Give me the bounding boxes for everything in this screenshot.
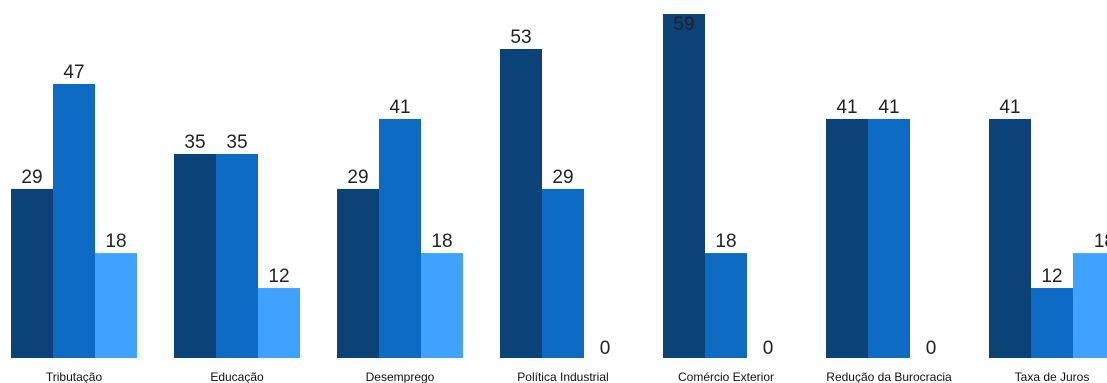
value-label-4-series-2: 29 (552, 167, 573, 188)
value-label-7-series-1: 41 (999, 97, 1020, 118)
value-label-3-series-3: 18 (431, 231, 452, 252)
value-label-4-series-1: 53 (510, 27, 531, 48)
bar-4-series-2 (542, 188, 584, 358)
bar-2-series-1 (174, 153, 216, 358)
bar-5-series-1 (663, 14, 705, 359)
bar-2-series-3 (258, 288, 300, 358)
category-labels-layer: Tributação Educação Desemprego Política Ind… (46, 370, 1089, 383)
bar-6-series-1 (826, 118, 868, 358)
bar-6-series-2 (868, 118, 910, 358)
value-label-2-series-3: 12 (268, 266, 289, 287)
value-label-2-series-1: 35 (184, 132, 205, 153)
bar-1-series-3 (95, 253, 137, 358)
bar-2-series-2 (216, 153, 258, 358)
value-label-1-series-2: 47 (63, 62, 84, 83)
category-label-1: Tributação (46, 370, 103, 383)
value-label-6-series-1: 41 (836, 97, 857, 118)
value-label-7-series-2: 12 (1041, 266, 1062, 287)
value-label-2-series-2: 35 (226, 132, 247, 153)
value-label-6-series-2: 41 (878, 97, 899, 118)
category-label-3: Desemprego (366, 370, 435, 383)
value-label-6-series-3: 0 (926, 338, 937, 359)
bar-3-series-3 (421, 253, 463, 358)
category-label-4: Política Industrial (517, 370, 608, 383)
bars-layer (11, 14, 1107, 359)
bar-7-series-2 (1031, 288, 1073, 358)
bar-3-series-1 (337, 188, 379, 358)
value-label-5-series-2: 18 (715, 231, 736, 252)
value-label-3-series-1: 29 (347, 167, 368, 188)
bar-4-series-1 (500, 49, 542, 358)
value-label-1-series-1: 29 (21, 167, 42, 188)
bar-3-series-2 (379, 118, 421, 358)
category-label-7: Taxa de Juros (1015, 370, 1090, 383)
value-label-5-series-3: 0 (763, 338, 774, 359)
category-label-6: Redução da Burocracia (826, 370, 952, 383)
bar-1-series-2 (53, 83, 95, 359)
category-label-2: Educação (210, 370, 264, 383)
bar-5-series-2 (705, 253, 747, 358)
value-label-4-series-3: 0 (600, 338, 611, 359)
bar-7-series-1 (989, 118, 1031, 358)
value-label-1-series-3: 18 (105, 231, 126, 252)
bar-7-series-3 (1073, 253, 1107, 358)
value-labels-layer: 29 47 18 35 35 12 29 41 18 53 29 0 59 18 0 41 41 0 41 12 18 (21, 14, 1107, 359)
value-label-7-series-3: 18 (1094, 231, 1107, 252)
value-label-5-series-1: 59 (673, 14, 694, 35)
bar-1-series-1 (11, 188, 53, 358)
value-label-3-series-2: 41 (389, 97, 410, 118)
category-label-5: Comércio Exterior (678, 370, 774, 383)
